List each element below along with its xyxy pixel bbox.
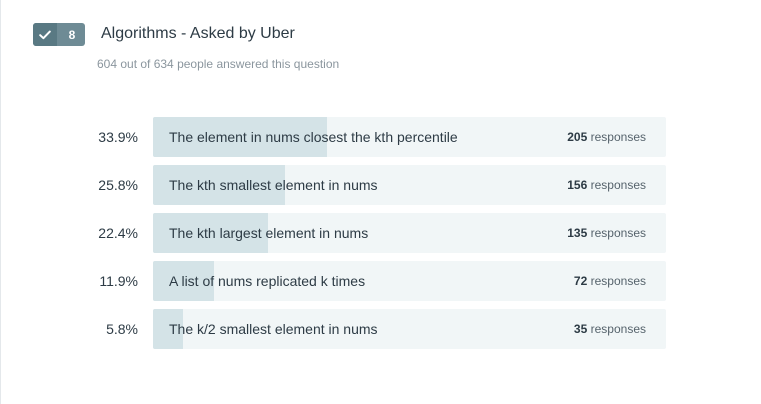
answer-bar: The element in nums closest the kth perc… xyxy=(153,117,666,157)
response-count: 205 responses xyxy=(567,117,646,157)
answer-label: A list of nums replicated k times xyxy=(169,273,366,289)
response-count: 135 responses xyxy=(567,213,646,253)
answer-bar: The kth largest element in nums 135 resp… xyxy=(153,213,666,253)
answer-bar: The k/2 smallest element in nums 35 resp… xyxy=(153,309,666,349)
correct-count: 8 xyxy=(68,27,76,42)
response-count-number: 205 xyxy=(567,130,588,144)
answer-bar-fill xyxy=(153,117,327,157)
correct-answer-badge: 8 xyxy=(33,23,85,46)
answer-percent: 11.9% xyxy=(99,273,138,289)
answer-bar: The kth smallest element in nums 156 res… xyxy=(153,165,666,205)
answer-bar-fill xyxy=(153,309,183,349)
response-unit: responses xyxy=(590,178,646,192)
checkmark-icon xyxy=(33,23,57,46)
response-unit: responses xyxy=(590,274,646,288)
response-count: 72 responses xyxy=(574,261,646,301)
answer-percent: 5.8% xyxy=(106,321,138,337)
response-unit: responses xyxy=(590,226,646,240)
answer-bar-fill xyxy=(153,165,286,205)
answer-percent: 22.4% xyxy=(98,225,138,241)
answer-row: 5.8% The k/2 smallest element in nums 35… xyxy=(0,309,761,349)
response-count-number: 35 xyxy=(573,322,588,336)
answered-summary: 604 out of 634 people answered this ques… xyxy=(97,57,340,71)
response-count: 35 responses xyxy=(574,309,646,349)
response-unit: responses xyxy=(590,322,646,336)
answer-row: 33.9% The element in nums closest the kt… xyxy=(0,117,761,157)
answer-label: The element in nums closest the kth perc… xyxy=(169,129,458,145)
response-count-number: 72 xyxy=(573,274,588,288)
answer-bar-fill xyxy=(153,213,268,253)
answer-label: The k/2 smallest element in nums xyxy=(169,321,378,337)
answer-row: 25.8% The kth smallest element in nums 1… xyxy=(0,165,761,205)
answer-label: The kth smallest element in nums xyxy=(169,177,378,193)
answer-percent: 33.9% xyxy=(98,129,138,145)
response-count-number: 156 xyxy=(567,178,588,192)
answer-bar: A list of nums replicated k times 72 res… xyxy=(153,261,666,301)
response-unit: responses xyxy=(590,130,646,144)
panel-left-border xyxy=(0,0,1,404)
answer-row: 22.4% The kth largest element in nums 13… xyxy=(0,213,761,253)
answer-label: The kth largest element in nums xyxy=(169,225,369,241)
response-count: 156 responses xyxy=(567,165,646,205)
question-title: Algorithms - Asked by Uber xyxy=(101,25,295,42)
answer-percent: 25.8% xyxy=(98,177,138,193)
answer-row: 11.9% A list of nums replicated k times … xyxy=(0,261,761,301)
answer-bar-fill xyxy=(153,261,215,301)
response-count-number: 135 xyxy=(567,226,588,240)
